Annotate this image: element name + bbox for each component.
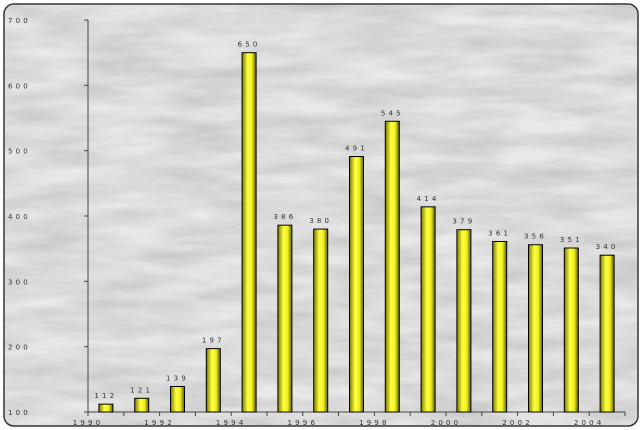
bar-1993 [205,348,221,413]
data-label-1991: 121 [130,386,153,394]
y-tick-label: 700 [8,17,31,25]
bar-1991 [134,397,150,413]
data-label-1994: 650 [238,41,261,49]
data-label-2000: 379 [452,218,475,226]
x-tick-label: 1998 [359,419,390,427]
data-label-2004: 340 [596,243,619,251]
y-ticks: 100 200 300 400 500 600 700 [8,17,88,417]
x-tick-label: 2000 [431,419,462,427]
bar-1997 [349,156,364,413]
data-label-1993: 197 [202,337,225,345]
y-tick-label: 400 [8,213,31,221]
bar-1995 [277,224,293,413]
data-label-1998: 545 [381,109,404,117]
x-tick-label: 1992 [144,419,175,427]
bars [98,52,615,413]
data-label-1995: 386 [273,213,296,221]
y-tick-label: 100 [8,409,31,417]
x-tick-label: 1994 [216,419,247,427]
data-label-2001: 361 [488,229,511,237]
data-label-1990: 112 [94,392,117,400]
bar-1998 [384,120,400,413]
bar-2001 [492,240,508,413]
data-labels: 112 121 139 197 650 386 380 491 545 414 379 361 356 3… [94,41,619,400]
bar-1990 [98,403,114,413]
bar-2000 [456,229,472,413]
data-label-1996: 380 [309,217,332,225]
bar-1999 [420,206,436,413]
bar-1994 [241,52,257,413]
y-tick-label: 200 [8,344,31,352]
x-tick-label: 1990 [73,419,104,427]
y-tick-label: 600 [8,82,31,90]
marble-texture [5,5,637,425]
bar-2002 [528,244,543,413]
y-tick-label: 500 [8,148,31,156]
data-label-1997: 491 [345,145,368,153]
data-label-2002: 356 [524,233,547,241]
y-tick-label: 300 [8,278,31,286]
bar-1992 [170,386,185,413]
x-ticks: 1990 1992 1994 1996 1998 2000 2002 2004 [73,412,626,427]
x-tick-label: 1996 [287,419,318,427]
x-tick-label: 2002 [502,419,533,427]
bar-1996 [313,228,329,413]
data-label-1992: 139 [166,375,189,383]
data-label-2003: 351 [560,236,583,244]
x-tick-label: 2004 [574,419,605,427]
bar-2004 [599,254,615,413]
bar-2003 [563,247,579,413]
data-label-1999: 414 [417,195,440,203]
